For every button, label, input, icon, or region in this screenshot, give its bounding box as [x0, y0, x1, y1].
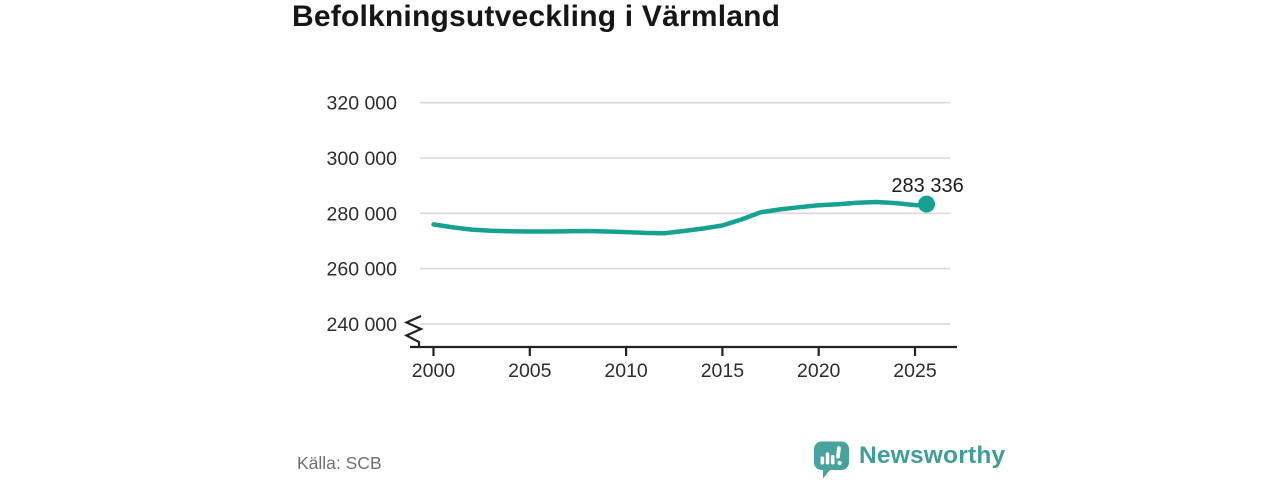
newsworthy-logo-text: Newsworthy — [859, 442, 1006, 469]
latest-point-marker — [918, 195, 936, 213]
x-axis-labels: 2000 2005 2010 2015 2020 2025 — [412, 360, 937, 382]
svg-text:2010: 2010 — [604, 360, 648, 382]
svg-text:300 000: 300 000 — [327, 148, 398, 170]
svg-text:320 000: 320 000 — [327, 93, 398, 115]
newsworthy-logo: Newsworthy — [812, 440, 1005, 480]
x-axis — [403, 314, 957, 356]
mini-bar-chart-glyph — [820, 446, 842, 466]
latest-value-label: 283 336 — [891, 175, 963, 197]
source-label: Källa: SCB — [297, 453, 382, 473]
newsworthy-logo-icon — [814, 441, 849, 479]
svg-text:2005: 2005 — [508, 360, 552, 382]
population-line — [431, 199, 929, 236]
svg-text:260 000: 260 000 — [327, 259, 398, 281]
axis-break-zigzag — [403, 314, 424, 347]
svg-text:2000: 2000 — [412, 360, 456, 382]
y-axis-labels: 240 000 260 000 280 000 300 000 320 000 — [327, 93, 398, 336]
chart-title: Befolkningsutveckling i Värmland — [292, 0, 781, 33]
svg-text:240 000: 240 000 — [327, 314, 398, 336]
svg-text:2020: 2020 — [797, 360, 841, 382]
svg-text:2015: 2015 — [701, 360, 745, 382]
gridlines — [420, 101, 950, 325]
svg-text:280 000: 280 000 — [327, 203, 398, 225]
svg-text:2025: 2025 — [893, 360, 937, 382]
